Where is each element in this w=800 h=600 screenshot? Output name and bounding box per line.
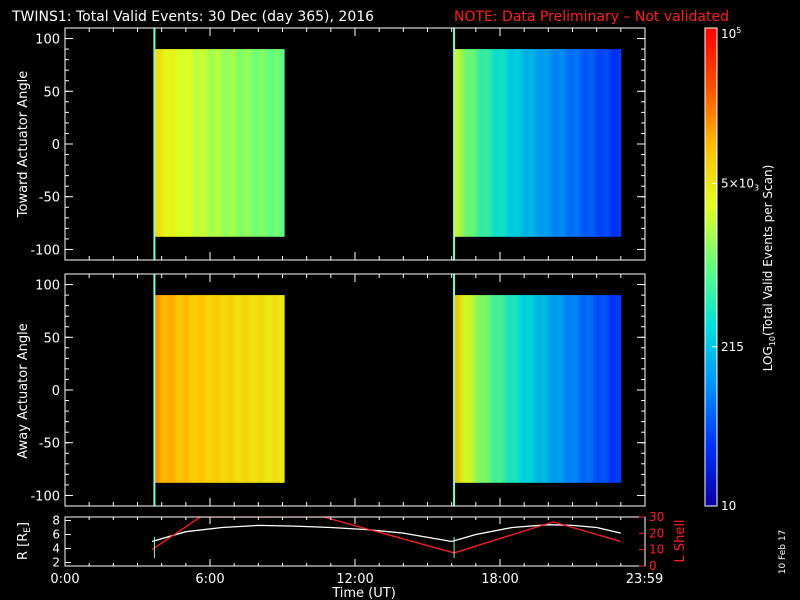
heatmap-block-2: [454, 49, 622, 237]
preliminary-note: NOTE: Data Preliminary – Not validated: [454, 9, 729, 25]
l-shell-tick-label: 30: [649, 510, 664, 524]
colorbar-tick-label: 5×103: [721, 176, 759, 192]
r-tick-label: 2: [52, 556, 60, 570]
colorbar-tick-label: 10: [721, 499, 736, 513]
y-tick-label: -50: [39, 191, 60, 206]
y-tick-label: -100: [30, 489, 60, 504]
y-tick-label: 0: [52, 384, 60, 399]
x-tick-label: 0:00: [50, 572, 79, 587]
l-shell-tick-label: 0: [649, 559, 657, 573]
y-tick-label: 100: [35, 279, 60, 294]
toward-ylabel: Toward Actuator Angle: [16, 71, 31, 218]
y-tick-label: 0: [52, 138, 60, 153]
away-actuator-panel: -100 -50 0 50 100: [30, 273, 646, 507]
y-tick-label: -100: [30, 243, 60, 258]
colorbar-tick-label: 105: [721, 26, 741, 41]
r-tick-label: 8: [52, 514, 60, 528]
r-tick-label: 4: [52, 542, 60, 556]
svg-text:R [RE]: R [RE]: [16, 522, 33, 560]
toward-actuator-panel: -100 -50 0 50 100: [30, 27, 646, 261]
time-xlabel: Time (UT): [331, 586, 396, 600]
y-tick-label: 50: [43, 85, 60, 100]
away-ylabel: Away Actuator Angle: [16, 323, 31, 458]
r-earth-line: [151, 524, 621, 543]
x-tick-label: 12:00: [336, 572, 373, 587]
colorbar-gradient: [704, 27, 718, 507]
heatmap-block-2: [454, 295, 622, 483]
heatmap-block-1: [154, 49, 285, 237]
r-earth-ylabel: R [RE]: [16, 522, 33, 560]
l-shell-tick-label: 20: [649, 526, 664, 540]
svg-text:LOG10(Total Valid Events per S: LOG10(Total Valid Events per Scan): [761, 165, 777, 372]
chart-title: TWINS1: Total Valid Events: 30 Dec (day …: [11, 9, 374, 25]
x-tick-label: 23:59: [626, 572, 663, 587]
x-tick-label: 6:00: [195, 572, 224, 587]
y-tick-label: -50: [39, 437, 60, 452]
x-tick-label: 18:00: [481, 572, 518, 587]
y-tick-label: 100: [35, 33, 60, 48]
heatmap-block-1: [154, 295, 285, 483]
r-tick-label: 6: [52, 528, 60, 542]
y-tick-label: 50: [43, 331, 60, 346]
colorbar-label: LOG10(Total Valid Events per Scan): [761, 165, 777, 372]
l-shell-line: [151, 517, 621, 554]
l-shell-ylabel: L Shell: [673, 519, 688, 562]
colorbar-tick-label: 215: [721, 340, 744, 354]
l-shell-tick-label: 10: [649, 543, 664, 557]
colorbar: 105 5×103 215 10: [704, 26, 759, 513]
date-stamp: 10 Feb 17: [778, 530, 788, 575]
